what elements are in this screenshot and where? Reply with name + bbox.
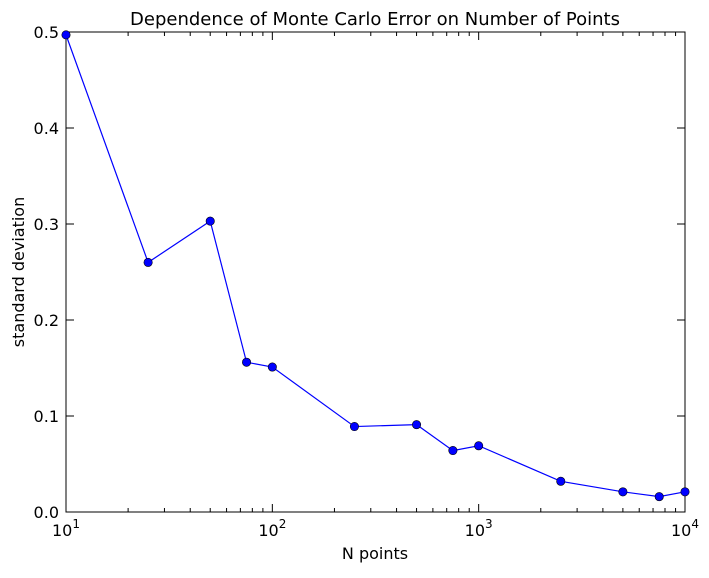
y-tick-label: 0.0 (34, 503, 59, 522)
y-tick-label: 0.1 (34, 407, 59, 426)
x-tick-label: 104 (671, 517, 699, 540)
data-point (680, 487, 690, 497)
y-tick-label: 0.5 (34, 23, 59, 42)
plot-area (65, 31, 686, 513)
data-series (61, 30, 690, 502)
data-point (618, 487, 628, 497)
data-point (556, 476, 566, 486)
tick-labels: 0.0 0.1 0.2 0.3 0.4 0.5 101 102 103 104 (34, 23, 699, 540)
y-tick-label: 0.3 (34, 215, 59, 234)
x-tick-label: 101 (52, 517, 80, 540)
x-axis-label: N points (342, 544, 408, 563)
data-point (61, 30, 71, 40)
data-point (474, 441, 484, 451)
data-point (242, 357, 252, 367)
data-point (143, 257, 153, 267)
x-tick-label: 102 (258, 517, 286, 540)
data-point (349, 422, 359, 432)
data-point (267, 362, 277, 372)
y-axis-label: standard deviation (9, 197, 28, 347)
data-point (412, 420, 422, 430)
data-point (448, 446, 458, 456)
x-tick-label: 103 (465, 517, 493, 540)
y-tick-label: 0.2 (34, 311, 59, 330)
data-point (654, 492, 664, 502)
data-point (205, 216, 215, 226)
chart-title: Dependence of Monte Carlo Error on Numbe… (130, 9, 620, 30)
y-tick-label: 0.4 (34, 119, 59, 138)
